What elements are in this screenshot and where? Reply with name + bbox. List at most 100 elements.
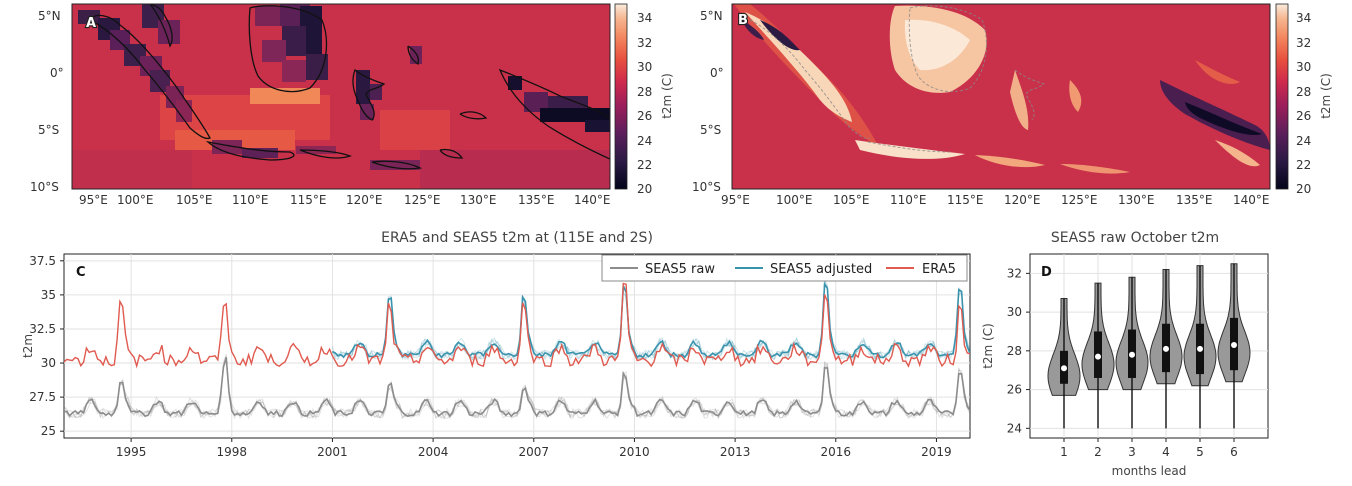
panel-c-x-ticks: 1995 1998 2001 2004 2007 2010 2013 2016 2019 (116, 438, 952, 459)
x-tick-label: 2007 (519, 445, 550, 459)
panel-b-cb-tick: 22 (1296, 158, 1311, 172)
y-tick-label: 24 (1007, 421, 1022, 435)
violin-median (1061, 365, 1067, 372)
panel-b-cb-tick: 24 (1296, 134, 1311, 148)
x-tick-label: 2016 (821, 445, 852, 459)
panel-c-label: C (76, 265, 86, 280)
panel-b-colorbar-label: t2m (C) (1319, 73, 1333, 119)
panel-b-x-tick: 95°E (721, 193, 750, 207)
series-seas5-adjusted (332, 281, 970, 359)
panel-a-cb-tick: 20 (637, 182, 652, 196)
panel-a-x-tick: 140°E (574, 193, 611, 207)
panel-b-x-tick: 100°E (776, 193, 813, 207)
x-tick-label: 1995 (116, 445, 147, 459)
violin-median (1231, 342, 1237, 349)
panel-c-frame (63, 253, 971, 439)
panel-a-colorbar-label: t2m (C) (660, 73, 674, 119)
panel-d-violin-group (1047, 263, 1251, 429)
panel-a-y-ticks: 5°N 0° 5°S 10°S (30, 9, 64, 194)
panel-b-cb-tick: 34 (1296, 11, 1311, 25)
panel-b-y-tick: 10°S (692, 180, 721, 194)
x-tick-label: 2004 (418, 445, 449, 459)
panel-a-cb-tick: 34 (637, 11, 652, 25)
panel-d-y-label: t2m (C) (981, 323, 995, 369)
panel-c-legend: SEAS5 raw SEAS5 adjusted ERA5 (601, 254, 968, 282)
panel-a-cb-tick: 32 (637, 36, 652, 50)
panel-b-fields (734, 4, 1270, 174)
panel-a-label: A (86, 16, 96, 31)
panel-c-title: ERA5 and SEAS5 t2m at (115E and 2S) (381, 230, 653, 246)
panel-b-y-tick: 0° (710, 66, 724, 80)
panel-b-x-tick: 135°E (1176, 193, 1213, 207)
violin-median (1095, 353, 1101, 360)
panel-b-colorbar: 20 22 24 26 28 30 32 34 t2m (C) (1275, 3, 1333, 196)
panel-a-x-ticks: 95°E 100°E 105°E 110°E 115°E 120°E 125°E… (79, 193, 611, 207)
y-tick-label: 32 (1007, 266, 1022, 280)
panel-b-x-ticks: 95°E 100°E 105°E 110°E 115°E 120°E 125°E… (721, 193, 1270, 207)
panel-b-cb-tick: 28 (1296, 85, 1311, 99)
panel-a-cb-tick: 28 (637, 85, 652, 99)
panel-a-x-tick: 130°E (460, 193, 497, 207)
panel-a-x-tick: 95°E (79, 193, 108, 207)
violin-median (1163, 345, 1169, 352)
panel-b-x-tick: 130°E (1118, 193, 1155, 207)
x-tick-label: 5 (1196, 445, 1204, 459)
panel-b-x-tick: 120°E (1004, 193, 1041, 207)
panel-b-x-tick: 105°E (833, 193, 870, 207)
x-tick-label: 1998 (217, 445, 248, 459)
panel-c-timeseries: ERA5 and SEAS5 t2m at (115E and 2S) 1995… (21, 230, 971, 459)
panel-b-cb-tick: 26 (1296, 109, 1311, 123)
panel-b-frame (731, 3, 1271, 190)
violin-median (1197, 345, 1203, 352)
panel-d-x-label: months lead (1112, 464, 1187, 478)
panel-a-x-tick: 100°E (117, 193, 154, 207)
panel-b-y-ticks: 5°N 0° 5°S 10°S (692, 9, 724, 194)
panel-c-y-ticks: 25 27.5 30 32.5 35 37.5 (29, 254, 64, 438)
series-era5 (64, 282, 970, 369)
panel-a-y-tick: 5°N (38, 9, 61, 23)
panel-b-colorbar-bar (1275, 3, 1289, 190)
panel-b-coastlines (749, 5, 1046, 153)
x-tick-label: 1 (1060, 445, 1068, 459)
panel-b-cb-tick: 20 (1296, 182, 1311, 196)
panel-b-y-tick: 5°N (700, 9, 723, 23)
x-tick-label: 2019 (921, 445, 952, 459)
panel-a-y-tick: 10°S (30, 180, 59, 194)
panel-b-x-tick: 115°E (947, 193, 984, 207)
panel-b-label: B (738, 13, 748, 28)
x-tick-label: 4 (1162, 445, 1170, 459)
panel-a-cells (72, 4, 610, 189)
panel-a-frame (71, 3, 611, 190)
panel-a-cb-tick: 22 (637, 158, 652, 172)
panel-a-cb-tick: 24 (637, 134, 652, 148)
series-seas5-raw (64, 356, 970, 418)
y-tick-label: 32.5 (29, 322, 56, 336)
panel-d-label: D (1041, 265, 1052, 280)
panel-c-y-label: t2m (21, 334, 35, 358)
x-tick-label: 2001 (317, 445, 348, 459)
legend-label-era5: ERA5 (922, 262, 956, 277)
y-tick-label: 37.5 (29, 254, 56, 268)
panel-a-coastlines (89, 4, 610, 170)
panel-a-x-tick: 115°E (290, 193, 327, 207)
panel-a-x-tick: 125°E (404, 193, 441, 207)
x-tick-label: 2013 (720, 445, 751, 459)
x-tick-label: 6 (1230, 445, 1238, 459)
panel-a-cb-tick: 30 (637, 60, 652, 74)
panel-a-x-tick: 120°E (346, 193, 383, 207)
panel-b-x-tick: 140°E (1233, 193, 1270, 207)
panel-a-x-tick: 135°E (518, 193, 555, 207)
y-tick-label: 30 (41, 356, 56, 370)
panel-a-cb-tick: 26 (637, 109, 652, 123)
x-tick-label: 2 (1094, 445, 1102, 459)
panel-d-title: SEAS5 raw October t2m (1051, 230, 1219, 246)
panel-a-map: A 95°E 100°E 105°E 110°E 115°E 120°E 125… (30, 3, 674, 207)
panel-a-x-tick: 110°E (232, 193, 269, 207)
y-tick-label: 30 (1007, 305, 1022, 319)
panel-d-x-ticks: 1 2 3 4 5 6 (1060, 438, 1238, 459)
panel-a-y-tick: 0° (50, 66, 64, 80)
panel-a-colorbar-bar (614, 3, 628, 190)
legend-label-seas5-adjusted: SEAS5 adjusted (770, 262, 872, 277)
